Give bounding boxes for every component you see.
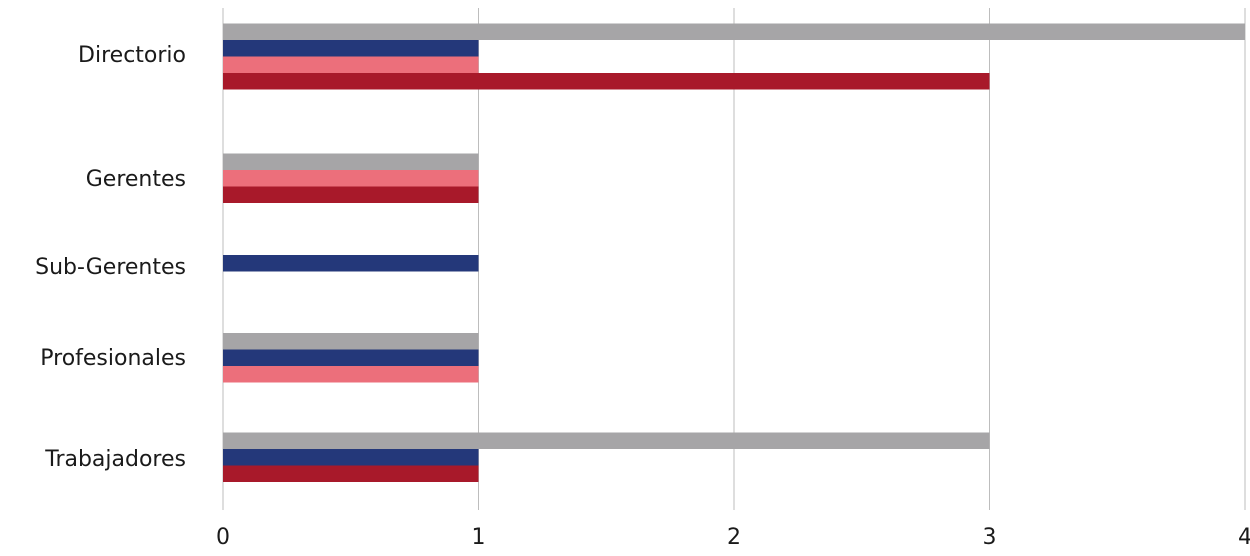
bar-gerentes-series-1	[223, 153, 479, 170]
bar-profesionales-series-2	[223, 349, 479, 366]
bars	[223, 23, 1245, 482]
bar-profesionales-series-1	[223, 333, 479, 350]
bar-sub-gerentes-series-2	[223, 255, 479, 272]
x-tick-label-0: 0	[216, 525, 230, 550]
category-label-profesionales: Profesionales	[40, 346, 186, 371]
x-tick-label-1: 1	[472, 525, 486, 550]
x-tick-label-3: 3	[983, 525, 997, 550]
x-tick-label-4: 4	[1238, 525, 1250, 550]
bar-directorio-series-4	[223, 73, 990, 90]
category-labels: Directorio Gerentes Sub-Gerentes Profesiona…	[35, 43, 186, 472]
gridlines	[222, 8, 1246, 510]
bar-trabajadores-series-1	[223, 432, 990, 449]
bar-directorio-series-3	[223, 56, 479, 73]
x-tick-labels: 0 1 2 3 4	[216, 525, 1250, 550]
category-label-directorio: Directorio	[78, 43, 186, 68]
bar-trabajadores-series-4	[223, 465, 479, 482]
bar-directorio-series-1	[223, 23, 1245, 40]
category-label-trabajadores: Trabajadores	[44, 447, 186, 472]
category-label-sub-gerentes: Sub-Gerentes	[35, 255, 186, 280]
bar-directorio-series-2	[223, 40, 479, 57]
bar-trabajadores-series-2	[223, 449, 479, 466]
bar-gerentes-series-3	[223, 170, 479, 187]
bar-profesionales-series-3	[223, 366, 479, 383]
bar-gerentes-series-4	[223, 186, 479, 203]
category-label-gerentes: Gerentes	[86, 167, 186, 192]
x-tick-label-2: 2	[727, 525, 741, 550]
